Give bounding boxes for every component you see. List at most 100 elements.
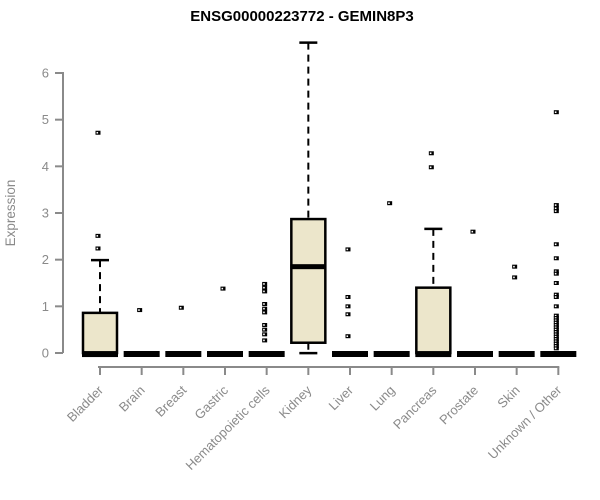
outlier-point-center	[554, 257, 557, 260]
collapsed-box	[123, 351, 160, 357]
outlier-point-center	[554, 111, 557, 114]
collapsed-box	[248, 351, 285, 357]
outlier-point-center	[554, 317, 557, 319]
outlier-point-center	[429, 152, 432, 155]
outlier-point-center	[96, 131, 99, 134]
outlier-point-center	[554, 207, 557, 210]
outlier-point-center	[346, 335, 349, 338]
outlier-point-center	[554, 314, 557, 317]
outlier-point-center	[346, 248, 349, 251]
outlier-point-center	[554, 340, 557, 343]
y-tick-label: 3	[42, 206, 49, 221]
outlier-point-center	[263, 303, 265, 305]
outlier-point-center	[263, 333, 265, 336]
box-group-bladder	[81, 130, 119, 358]
collapsed-box	[540, 351, 577, 357]
box-group-hematopoietic-cells	[248, 281, 285, 357]
x-category-label: Gastric	[191, 382, 231, 422]
outlier-point-center	[554, 296, 557, 298]
median-line	[415, 351, 452, 358]
outlier-point-center	[346, 305, 349, 308]
outlier-point-center	[263, 283, 265, 285]
outlier-point-center	[554, 305, 557, 308]
outlier-point-center	[263, 339, 265, 342]
outlier-point-center	[554, 324, 557, 326]
box-group-pancreas	[415, 151, 452, 358]
outlier-point-center	[554, 293, 557, 296]
outlier-point-center	[554, 335, 557, 338]
outlier-point-center	[263, 328, 265, 331]
outlier-point-center	[554, 204, 557, 206]
outlier-point-center	[554, 342, 557, 345]
x-category-label: Kidney	[276, 382, 315, 421]
x-category-label: Liver	[326, 382, 357, 413]
y-tick-label: 0	[42, 346, 49, 361]
chart-title: ENSG00000223772 - GEMIN8P3	[190, 8, 413, 25]
collapsed-box	[456, 351, 493, 357]
box-group-gastric	[206, 286, 243, 357]
y-tick-label: 2	[42, 252, 49, 267]
outlier-point-center	[554, 331, 557, 333]
x-category-label: Bladder	[64, 382, 107, 425]
outlier-point-center	[263, 324, 265, 326]
outlier-point-center	[346, 313, 349, 316]
collapsed-box	[206, 351, 243, 357]
box-group-skin	[498, 264, 535, 357]
outlier-point-center	[554, 282, 557, 284]
x-category-label: Brain	[116, 383, 148, 415]
median-line	[290, 264, 327, 270]
x-category-label: Prostate	[436, 383, 481, 428]
outlier-point-center	[554, 333, 557, 336]
outlier-point-center	[179, 306, 182, 309]
outlier-point-center	[138, 309, 140, 311]
x-category-label: Breast	[152, 382, 189, 419]
outlier-point-center	[96, 247, 99, 250]
outlier-point-center	[554, 328, 557, 331]
y-tick-label: 6	[42, 66, 49, 81]
box-group-liver	[331, 247, 368, 357]
outlier-point-center	[263, 286, 265, 289]
outlier-point-center	[554, 270, 557, 273]
collapsed-box	[498, 351, 535, 357]
outlier-point-center	[429, 166, 432, 169]
box-group-brain	[123, 308, 160, 357]
outlier-point-center	[513, 265, 515, 268]
collapsed-box	[165, 351, 202, 357]
x-category-label: Skin	[494, 383, 522, 411]
x-category-label: Pancreas	[390, 382, 440, 432]
box-group-lung	[373, 201, 410, 357]
x-category-label: Lung	[367, 383, 398, 414]
outlier-point-center	[554, 345, 557, 347]
box-group-unknown-other	[540, 110, 577, 357]
outlier-point-center	[554, 272, 557, 275]
median-line	[82, 351, 118, 358]
outlier-point-center	[263, 290, 265, 293]
outlier-point-center	[513, 276, 515, 279]
outlier-point-center	[263, 311, 265, 314]
outlier-point-center	[554, 210, 557, 212]
outlier-point-center	[554, 347, 557, 350]
collapsed-box	[331, 351, 368, 357]
outlier-point-center	[554, 326, 557, 329]
y-tick-label: 4	[42, 159, 49, 174]
box-group-breast	[165, 305, 202, 357]
outlier-point-center	[554, 321, 557, 324]
x-category-label: Unknown / Other	[485, 382, 565, 462]
box-group-prostate	[456, 229, 493, 357]
y-tick-label: 1	[42, 299, 49, 314]
box-iqr	[81, 311, 119, 355]
outlier-point-center	[346, 296, 349, 298]
y-axis-label: Expression	[3, 180, 18, 247]
y-tick-label: 5	[42, 112, 49, 127]
boxes-layer	[81, 41, 577, 358]
outlier-point-center	[554, 338, 557, 340]
outlier-point-center	[388, 202, 390, 205]
outlier-point-center	[471, 230, 474, 233]
outlier-point-center	[554, 243, 557, 246]
collapsed-box	[373, 351, 410, 357]
box-iqr	[290, 217, 327, 344]
outlier-point-center	[221, 287, 224, 290]
outlier-point-center	[554, 319, 557, 322]
